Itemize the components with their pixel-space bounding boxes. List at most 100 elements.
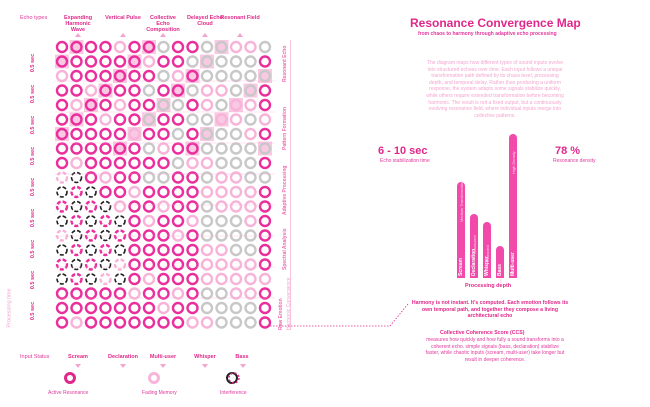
arrow-up-icon xyxy=(120,33,126,37)
resonance-ring xyxy=(186,84,199,97)
resonance-ring xyxy=(142,69,156,83)
resonance-ring xyxy=(171,229,185,242)
resonance-ring xyxy=(200,229,214,242)
resonance-ring xyxy=(99,127,112,141)
resonance-ring xyxy=(215,272,228,286)
resonance-ring xyxy=(142,316,156,329)
resonance-ring xyxy=(171,142,185,155)
resonance-ring xyxy=(157,214,170,228)
resonance-ring xyxy=(215,55,228,68)
resonance-ring xyxy=(200,55,214,68)
resonance-ring xyxy=(113,258,127,271)
resonance-ring xyxy=(229,142,243,155)
resonance-ring xyxy=(200,156,214,170)
resonance-ring xyxy=(113,84,127,97)
resonance-ring xyxy=(128,127,141,141)
echo-type-expanding: Expanding Harmonic Wave xyxy=(63,15,93,33)
resonance-ring xyxy=(99,69,112,83)
resonance-ring xyxy=(229,55,243,68)
resonance-ring xyxy=(99,301,112,315)
resonance-ring xyxy=(258,272,272,286)
bar-declaration xyxy=(470,214,478,278)
resonance-ring xyxy=(113,200,127,213)
faded-ring-icon xyxy=(148,372,160,384)
connector-line xyxy=(270,303,409,327)
arrow-down-icon xyxy=(202,364,208,368)
resonance-ring xyxy=(157,84,170,97)
processing-time-label: Processing time xyxy=(6,288,13,328)
stage-resonant-echo: Resonant Echo xyxy=(282,45,288,82)
resonance-ring xyxy=(258,229,272,242)
resonance-ring xyxy=(186,243,199,257)
resonance-ring xyxy=(128,229,141,242)
resonance-ring xyxy=(99,40,112,54)
time-label: 0.5 sec xyxy=(30,208,37,228)
time-label: 0.5 sec xyxy=(30,177,37,197)
input-bass: Bass xyxy=(235,354,249,360)
resonance-ring xyxy=(85,273,97,285)
resonance-ring xyxy=(157,142,170,155)
resonance-ring xyxy=(171,200,185,213)
resonance-ring xyxy=(258,142,272,155)
resonance-grid xyxy=(55,40,275,330)
resonance-ring xyxy=(84,127,98,141)
resonance-ring xyxy=(186,185,199,199)
resonance-ring xyxy=(70,113,83,126)
resonance-ring xyxy=(186,316,199,329)
resonance-ring xyxy=(128,243,141,257)
resonance-ring xyxy=(142,127,156,141)
resonance-ring xyxy=(171,84,185,97)
resonance-ring xyxy=(157,40,170,54)
resonance-ring xyxy=(258,301,272,315)
resonance-ring xyxy=(84,55,98,68)
resonance-ring xyxy=(200,258,214,271)
arrow-up-icon xyxy=(237,33,243,37)
resonance-ring xyxy=(70,98,83,112)
resonance-ring xyxy=(70,301,83,315)
resonance-ring xyxy=(114,215,126,227)
resonance-ring xyxy=(142,171,156,184)
resonance-ring xyxy=(99,316,112,329)
legend-active-resonance: Active Resonance xyxy=(48,390,89,396)
resonance-ring xyxy=(142,287,156,300)
resonance-ring xyxy=(128,200,141,213)
arrow-up-icon xyxy=(202,33,208,37)
resonance-ring xyxy=(186,113,199,126)
resonance-ring xyxy=(171,69,185,83)
resonance-ring xyxy=(70,185,83,199)
resonance-ring xyxy=(114,244,126,256)
resonance-ring xyxy=(84,69,98,83)
resonance-ring xyxy=(200,243,214,257)
resonance-ring xyxy=(56,186,68,198)
resonance-ring xyxy=(229,229,243,242)
arrow-up-icon xyxy=(75,33,81,37)
resonance-ring xyxy=(70,214,83,228)
resonance-ring xyxy=(56,273,68,285)
resonance-ring xyxy=(171,171,185,184)
resonance-ring xyxy=(70,40,83,54)
resonance-ring xyxy=(113,55,127,68)
resonance-ring xyxy=(244,200,257,213)
resonance-ring xyxy=(84,287,98,300)
interference-icon xyxy=(226,372,240,384)
resonance-ring xyxy=(99,156,112,170)
resonance-ring xyxy=(99,55,112,68)
resonance-ring xyxy=(186,258,199,271)
resonance-ring xyxy=(186,55,199,68)
resonance-ring xyxy=(258,156,272,170)
resonance-ring xyxy=(128,113,141,126)
resonance-ring xyxy=(128,272,141,286)
resonance-ring xyxy=(142,200,156,213)
echo-type-vertical: Vertical Pulse xyxy=(105,15,141,21)
resonance-ring xyxy=(258,113,272,126)
resonance-ring xyxy=(99,142,112,155)
resonance-ring xyxy=(215,142,228,155)
resonance-ring xyxy=(70,127,83,141)
resonance-ring xyxy=(258,40,272,54)
processing-depth-label: Processing depth xyxy=(465,283,512,289)
resonance-ring xyxy=(99,287,112,300)
resonance-ring xyxy=(157,272,170,286)
resonance-ring xyxy=(84,84,98,97)
page-title: Resonance Convergence Map xyxy=(410,16,581,30)
resonance-ring xyxy=(215,185,228,199)
